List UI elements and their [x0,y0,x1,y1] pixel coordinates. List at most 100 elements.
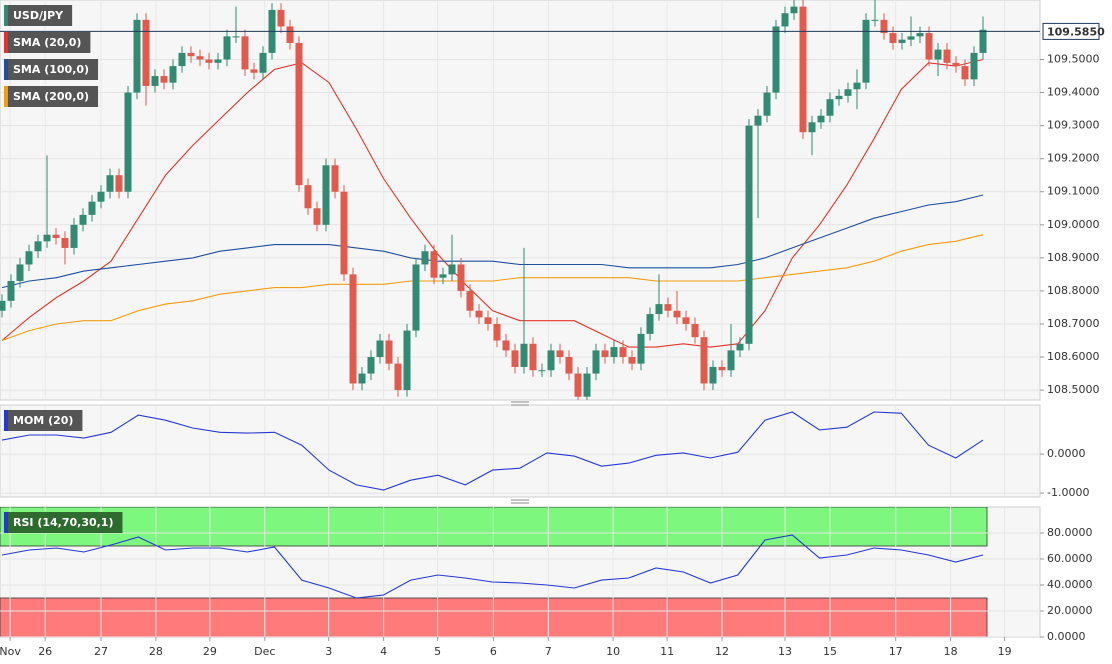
x-tick-label: 26 [38,645,52,658]
x-tick-label: 13 [778,645,792,658]
candle-body [70,224,78,248]
candle-body [493,323,501,341]
candle-body [943,49,951,63]
legend-swatch [4,86,8,107]
y-tick-label: 108.9000 [1047,251,1100,264]
candle-body [484,317,492,324]
candle-body [322,165,330,225]
y-tick-label: 80.0000 [1047,526,1093,539]
candle-body [916,33,924,37]
panel-content [0,507,1040,637]
legend-item: SMA (100,0) [4,59,99,80]
candle-body [178,52,186,67]
x-tick-label: Nov [0,645,21,658]
candle-body [403,330,411,391]
candle-body [637,333,645,364]
x-tick-label: 3 [325,645,332,658]
candle-body [772,26,780,93]
candle-body [934,49,942,60]
candle-body [106,175,114,192]
legend-swatch [4,59,8,80]
candle-body [547,350,555,371]
panel-handle[interactable] [511,499,529,504]
x-tick-label: 18 [944,645,958,658]
x-tick-label: 10 [606,645,620,658]
candle-body [952,62,960,67]
candle-body [223,36,231,60]
candle-body [583,373,591,397]
x-tick-label: 15 [823,645,837,658]
candle-body [439,274,447,278]
candle-body [88,201,96,215]
legend-label: SMA (200,0) [13,90,89,103]
x-tick-label: 5 [434,645,441,658]
legend-box [4,512,123,533]
y-tick-label: 20.0000 [1047,604,1093,617]
candle-body [844,89,852,96]
candle-body [97,191,105,202]
legend-label: MOM (20) [13,414,73,427]
candle-body [466,290,474,311]
legend-box [4,86,99,107]
candle-body [358,373,366,384]
candle-body [538,370,546,372]
line [1,411,984,491]
candle-body [196,56,204,60]
x-tick-label: 19 [998,645,1012,658]
candle-body [835,95,843,100]
candle-body [619,347,627,358]
candle-body [682,317,690,324]
candle-body [889,33,897,43]
candle-body [880,19,888,34]
candle-body [385,340,393,364]
candle-body [853,82,861,90]
x-tick-label: 7 [545,645,552,658]
candle-body [511,350,519,367]
candle-body [664,304,672,311]
candle-body [214,59,222,63]
legend-box [4,59,99,80]
panel-handle[interactable] [511,401,529,406]
x-tick-label: 4 [380,645,387,658]
panel-content [0,405,1040,497]
panel-content [0,0,1040,400]
legend-label: RSI (14,70,30,1) [13,516,113,529]
candle-body [556,350,564,358]
candle-body [754,115,762,126]
y-tick-label: 108.6000 [1047,350,1100,363]
candle-body [862,19,870,83]
candle-body [448,264,456,275]
candle-body [718,366,726,371]
y-tick-label: 109.4000 [1047,86,1100,99]
candle-body [817,115,825,123]
candle-body [898,39,906,43]
candle-body [430,251,438,278]
candle-body [574,373,582,397]
candle-body [970,52,978,80]
candle-body [376,340,384,358]
candle-body [304,185,312,209]
candle-body [673,310,681,318]
legend-item: SMA (200,0) [4,86,99,107]
y-tick-label: 108.8000 [1047,284,1100,297]
candle-body [295,42,303,186]
y-tick-label: 109.1000 [1047,185,1100,198]
candle-body [16,264,24,281]
candle-body [52,234,60,239]
candle-body [781,13,789,27]
legend-label: SMA (20,0) [13,36,81,49]
legend-swatch [4,32,8,53]
y-tick-label: 109.2000 [1047,152,1100,165]
candle-body [709,366,717,384]
candle-body [790,6,798,14]
y-tick-label: 40.0000 [1047,578,1093,591]
legend-item: RSI (14,70,30,1) [4,512,123,533]
candle-body [961,66,969,80]
candle-body [979,29,987,53]
candle-body [394,363,402,391]
candle-body [700,337,708,384]
candle-body [691,323,699,338]
candle-body [313,208,321,225]
candle-body [565,357,573,374]
candle-body [79,214,87,225]
